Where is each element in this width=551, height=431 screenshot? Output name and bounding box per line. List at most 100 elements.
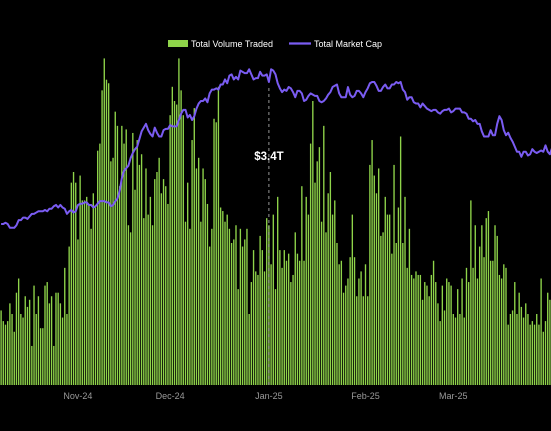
volume-bar xyxy=(309,143,312,385)
volume-bar xyxy=(158,157,160,385)
volume-bar xyxy=(57,292,59,385)
volume-bar xyxy=(101,90,103,385)
volume-bar xyxy=(507,324,509,385)
volume-bar xyxy=(312,101,314,385)
volume-bar xyxy=(165,186,167,385)
volume-bar xyxy=(415,271,417,385)
volume-bar xyxy=(353,257,356,385)
volume-bar xyxy=(301,186,303,385)
volume-bar xyxy=(375,193,378,385)
volume-bar xyxy=(320,221,323,385)
volume-bar xyxy=(112,157,114,385)
x-tick-label: Nov-24 xyxy=(63,391,92,401)
volume-bar xyxy=(156,172,158,385)
volume-bar xyxy=(516,314,518,385)
volume-bar xyxy=(314,182,316,385)
volume-bar xyxy=(292,274,294,385)
volume-bar xyxy=(470,200,472,385)
volume-bar xyxy=(13,331,15,385)
volume-bar xyxy=(197,157,200,385)
volume-bar xyxy=(485,218,487,385)
volume-bar xyxy=(35,314,37,385)
volume-bar xyxy=(316,161,318,385)
volume-bar xyxy=(64,267,66,385)
volume-bar xyxy=(547,292,549,385)
volume-bar xyxy=(298,260,301,385)
volume-bar xyxy=(487,211,490,385)
volume-bar xyxy=(426,285,428,385)
volume-bar xyxy=(303,260,305,385)
volume-bar xyxy=(503,264,505,385)
volume-bar xyxy=(318,147,321,385)
volume-bar xyxy=(347,278,349,385)
volume-bar xyxy=(408,228,411,385)
volume-bar xyxy=(294,232,296,385)
volume-bar xyxy=(274,289,277,385)
volume-bar xyxy=(279,250,281,385)
legend: Total Volume Traded Total Market Cap xyxy=(168,39,382,49)
volume-bar xyxy=(277,196,279,385)
volume-bar xyxy=(169,115,171,385)
volume-bar xyxy=(134,189,136,385)
volume-bar xyxy=(529,324,531,385)
x-tick-label: Dec-24 xyxy=(156,391,185,401)
volume-bar xyxy=(428,296,430,385)
volume-bar xyxy=(377,168,380,385)
volume-bar xyxy=(239,228,242,385)
volume-bar xyxy=(4,324,7,385)
volume-bar xyxy=(83,200,86,385)
x-axis-ticks: Nov-24 Dec-24 Jan-25 Feb-25 Mar-25 xyxy=(63,391,467,401)
volume-bar xyxy=(246,228,248,385)
volume-bar xyxy=(182,115,184,385)
volume-bar xyxy=(549,299,551,385)
volume-bar xyxy=(331,214,334,385)
volume-bar xyxy=(536,314,538,385)
volume-bar xyxy=(118,186,121,385)
volume-bar xyxy=(446,278,448,385)
volume-bar xyxy=(187,182,189,385)
volume-bar xyxy=(509,314,512,385)
volume-bar xyxy=(261,250,264,385)
volume-bar xyxy=(511,310,514,385)
volume-bar xyxy=(230,243,233,385)
volume-bar xyxy=(439,321,441,385)
volume-bar xyxy=(77,239,79,385)
volume-bar xyxy=(362,296,364,385)
volume-bar xyxy=(88,203,90,385)
volume-bar xyxy=(20,314,22,385)
volume-bar xyxy=(364,264,367,385)
volume-bar xyxy=(145,168,147,385)
x-tick-label: Feb-25 xyxy=(351,391,380,401)
volume-bar xyxy=(461,278,463,385)
volume-bar xyxy=(46,282,48,385)
volume-bar xyxy=(465,267,468,385)
volume-bar xyxy=(533,324,536,385)
volume-bar xyxy=(37,296,40,385)
volume-bar xyxy=(191,140,193,385)
volume-bar xyxy=(31,345,33,385)
volume-bar xyxy=(472,267,474,385)
volume-bar xyxy=(305,196,307,385)
volume-bar xyxy=(336,243,338,385)
volume-bar xyxy=(435,282,437,385)
volume-bar xyxy=(215,122,217,386)
volume-bar xyxy=(290,282,292,385)
volume-bar xyxy=(476,278,479,385)
volume-bar xyxy=(160,193,163,385)
volume-bar xyxy=(125,129,127,385)
volume-bar xyxy=(184,221,187,385)
volume-bar xyxy=(140,154,143,385)
volume-bar xyxy=(494,225,496,385)
volume-bar xyxy=(248,314,250,385)
volume-bar xyxy=(399,136,402,385)
volume-bar xyxy=(116,125,119,385)
volume-bar xyxy=(149,196,152,385)
volume-bar xyxy=(244,239,246,385)
volume-bar xyxy=(349,257,351,385)
volume-bar xyxy=(478,246,481,385)
volume-bar xyxy=(206,203,209,385)
volume-bar xyxy=(211,228,213,385)
volume-bar xyxy=(454,317,457,385)
volume-bar xyxy=(26,306,29,385)
